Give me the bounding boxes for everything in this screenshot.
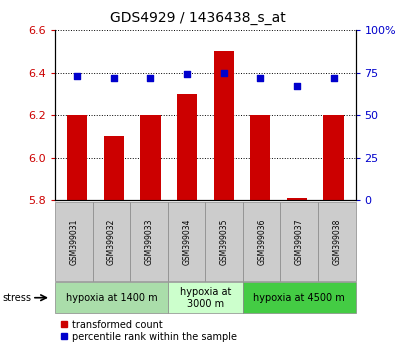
Point [294,83,300,89]
Text: GSM399036: GSM399036 [257,218,266,265]
Text: GSM399031: GSM399031 [70,218,79,265]
Point [220,70,227,75]
Legend: transformed count, percentile rank within the sample: transformed count, percentile rank withi… [56,316,241,346]
Bar [214,51,234,200]
Bar [177,94,197,200]
Text: GSM399032: GSM399032 [107,218,116,265]
Text: hypoxia at 4500 m: hypoxia at 4500 m [253,293,345,303]
Bar [250,115,271,200]
Bar [67,115,87,200]
Text: stress: stress [2,293,31,303]
Text: GSM399034: GSM399034 [182,218,191,265]
Text: GSM399035: GSM399035 [220,218,229,265]
Text: GSM399038: GSM399038 [332,218,341,265]
Text: hypoxia at 1400 m: hypoxia at 1400 m [66,293,157,303]
Bar [140,115,160,200]
Text: GDS4929 / 1436438_s_at: GDS4929 / 1436438_s_at [110,11,285,25]
Point [74,73,81,79]
Text: GSM399033: GSM399033 [145,218,154,265]
Point [257,75,263,80]
Text: hypoxia at
3000 m: hypoxia at 3000 m [180,287,231,309]
Bar [287,198,307,200]
Point [111,75,117,80]
Bar [324,115,344,200]
Point [184,72,190,77]
Bar [104,136,124,200]
Text: GSM399037: GSM399037 [295,218,304,265]
Point [147,75,154,80]
Point [330,75,337,80]
